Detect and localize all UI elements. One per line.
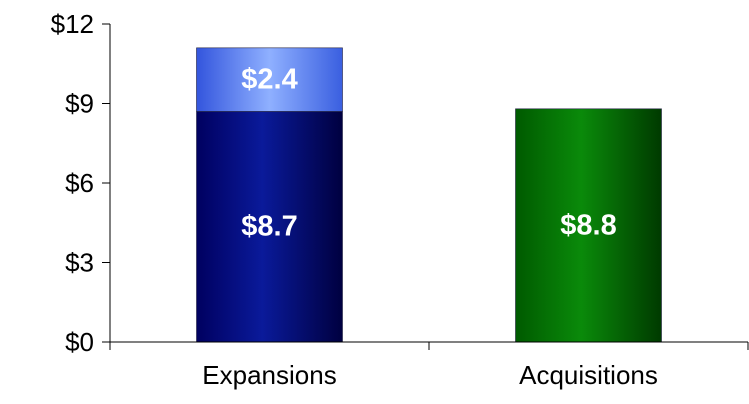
x-ticks: Expansions Acquisitions xyxy=(109,342,749,390)
bar-data-label: $2.4 xyxy=(241,64,297,96)
bar-segment xyxy=(515,108,662,343)
x-category-label: Expansions xyxy=(202,360,336,390)
y-ticks: $0 $3 $6 $9 $12 xyxy=(51,9,110,357)
x-axis: Expansions Acquisitions xyxy=(109,341,749,390)
y-tick-label: $3 xyxy=(65,248,94,278)
plot-area: $8.7 $2.4 $8.8 xyxy=(196,47,662,343)
bar-segment xyxy=(196,47,343,112)
bars-layer xyxy=(196,47,662,343)
y-tick-label: $6 xyxy=(65,168,94,198)
y-tick-label: $9 xyxy=(65,89,94,119)
bar-data-label: $8.7 xyxy=(241,211,297,243)
y-tick-label: $12 xyxy=(51,9,94,39)
x-category-label: Acquisitions xyxy=(519,360,658,390)
bar-data-label: $8.8 xyxy=(560,209,616,241)
y-tick-label: $0 xyxy=(65,327,94,357)
y-axis: $0 $3 $6 $9 $12 xyxy=(51,9,111,357)
data-labels-layer: $8.7 $2.4 $8.8 xyxy=(241,64,616,243)
bar-segment xyxy=(196,111,343,343)
